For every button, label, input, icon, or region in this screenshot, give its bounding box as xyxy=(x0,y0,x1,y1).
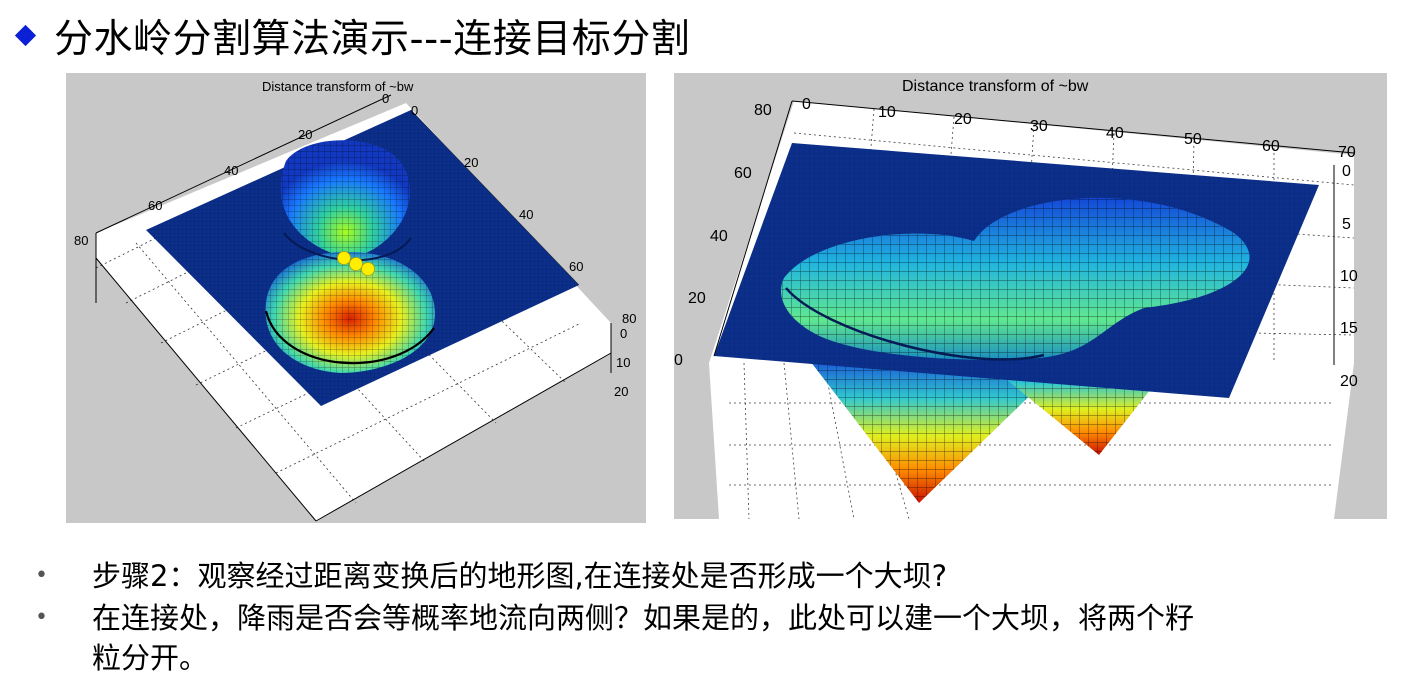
tick-label: 10 xyxy=(1340,268,1358,285)
right-surface-plot: Distance transform of ~bw 80 60 40 20 0 … xyxy=(674,78,1358,519)
tick-label: 0 xyxy=(802,96,811,113)
tick-label: 10 xyxy=(878,104,896,121)
bullet-text: 在连接处，降雨是否会等概率地流向两侧？如果是的，此处可以建一个大坝，将两个籽 xyxy=(92,601,1195,635)
tick-label: 40 xyxy=(519,207,533,222)
tick-label: 20 xyxy=(464,155,478,170)
tick-label: 15 xyxy=(1340,320,1358,337)
plot-title: Distance transform of ~bw xyxy=(262,79,414,94)
left-figure: Distance transform of ~bw 0 20 40 60 80 … xyxy=(66,73,646,523)
tick-label: 10 xyxy=(616,355,630,370)
bullet-text-continuation: 粒分开。 xyxy=(92,641,209,675)
bullet-text: 步骤2：观察经过距离变换后的地形图,在连接处是否形成一个大坝? xyxy=(92,559,948,593)
bullet-item: • 在连接处，降雨是否会等概率地流向两侧？如果是的，此处可以建一个大坝，将两个籽… xyxy=(30,598,1400,678)
tick-label: 60 xyxy=(1262,138,1280,155)
tick-label: 40 xyxy=(224,163,238,178)
diamond-bullet-icon xyxy=(16,26,36,46)
bullet-list: • 步骤2：观察经过距离变换后的地形图,在连接处是否形成一个大坝? • 在连接处… xyxy=(30,556,1400,680)
tick-label: 80 xyxy=(74,233,88,248)
tick-label: 5 xyxy=(1342,216,1351,233)
right-figure: Distance transform of ~bw 80 60 40 20 0 … xyxy=(674,73,1387,519)
tick-label: 0 xyxy=(674,352,683,369)
tick-label: 0 xyxy=(411,103,418,118)
tick-label: 0 xyxy=(620,326,627,341)
bullet-dot-icon: • xyxy=(35,563,48,588)
tick-label: 0 xyxy=(1342,163,1351,180)
left-tick-labels: 0 20 40 60 80 0 20 40 60 80 0 10 20 xyxy=(74,91,636,399)
tick-label: 20 xyxy=(688,290,706,307)
tick-label: 60 xyxy=(569,259,583,274)
plot-title: Distance transform of ~bw xyxy=(902,78,1089,95)
tick-label: 80 xyxy=(754,102,772,119)
left-surface-plot: Distance transform of ~bw 0 20 40 60 80 … xyxy=(74,79,636,522)
marker-point xyxy=(337,251,351,265)
tick-label: 20 xyxy=(614,384,628,399)
tick-label: 20 xyxy=(954,111,972,128)
tick-label: 70 xyxy=(1338,144,1356,161)
marker-point xyxy=(349,257,363,271)
tick-label: 60 xyxy=(734,165,752,182)
bullet-item: • 步骤2：观察经过距离变换后的地形图,在连接处是否形成一个大坝? xyxy=(30,556,1400,596)
tick-label: 40 xyxy=(710,228,728,245)
tick-label: 20 xyxy=(298,127,312,142)
marker-point xyxy=(361,262,375,276)
tick-label: 50 xyxy=(1184,131,1202,148)
dam-markers xyxy=(337,251,375,276)
bullet-dot-icon: • xyxy=(35,605,48,630)
right-tick-labels: 80 60 40 20 0 0 10 20 30 40 50 60 70 0 5… xyxy=(674,96,1358,390)
tick-label: 60 xyxy=(148,198,162,213)
tick-label: 40 xyxy=(1106,125,1124,142)
slide-title: 分水岭分割算法演示---连接目标分割 xyxy=(54,17,691,62)
tick-label: 20 xyxy=(1340,373,1358,390)
tick-label: 80 xyxy=(622,311,636,326)
tick-label: 30 xyxy=(1030,118,1048,135)
title-row: 分水岭分割算法演示---连接目标分割 xyxy=(10,8,690,64)
tick-label: 0 xyxy=(382,91,389,106)
